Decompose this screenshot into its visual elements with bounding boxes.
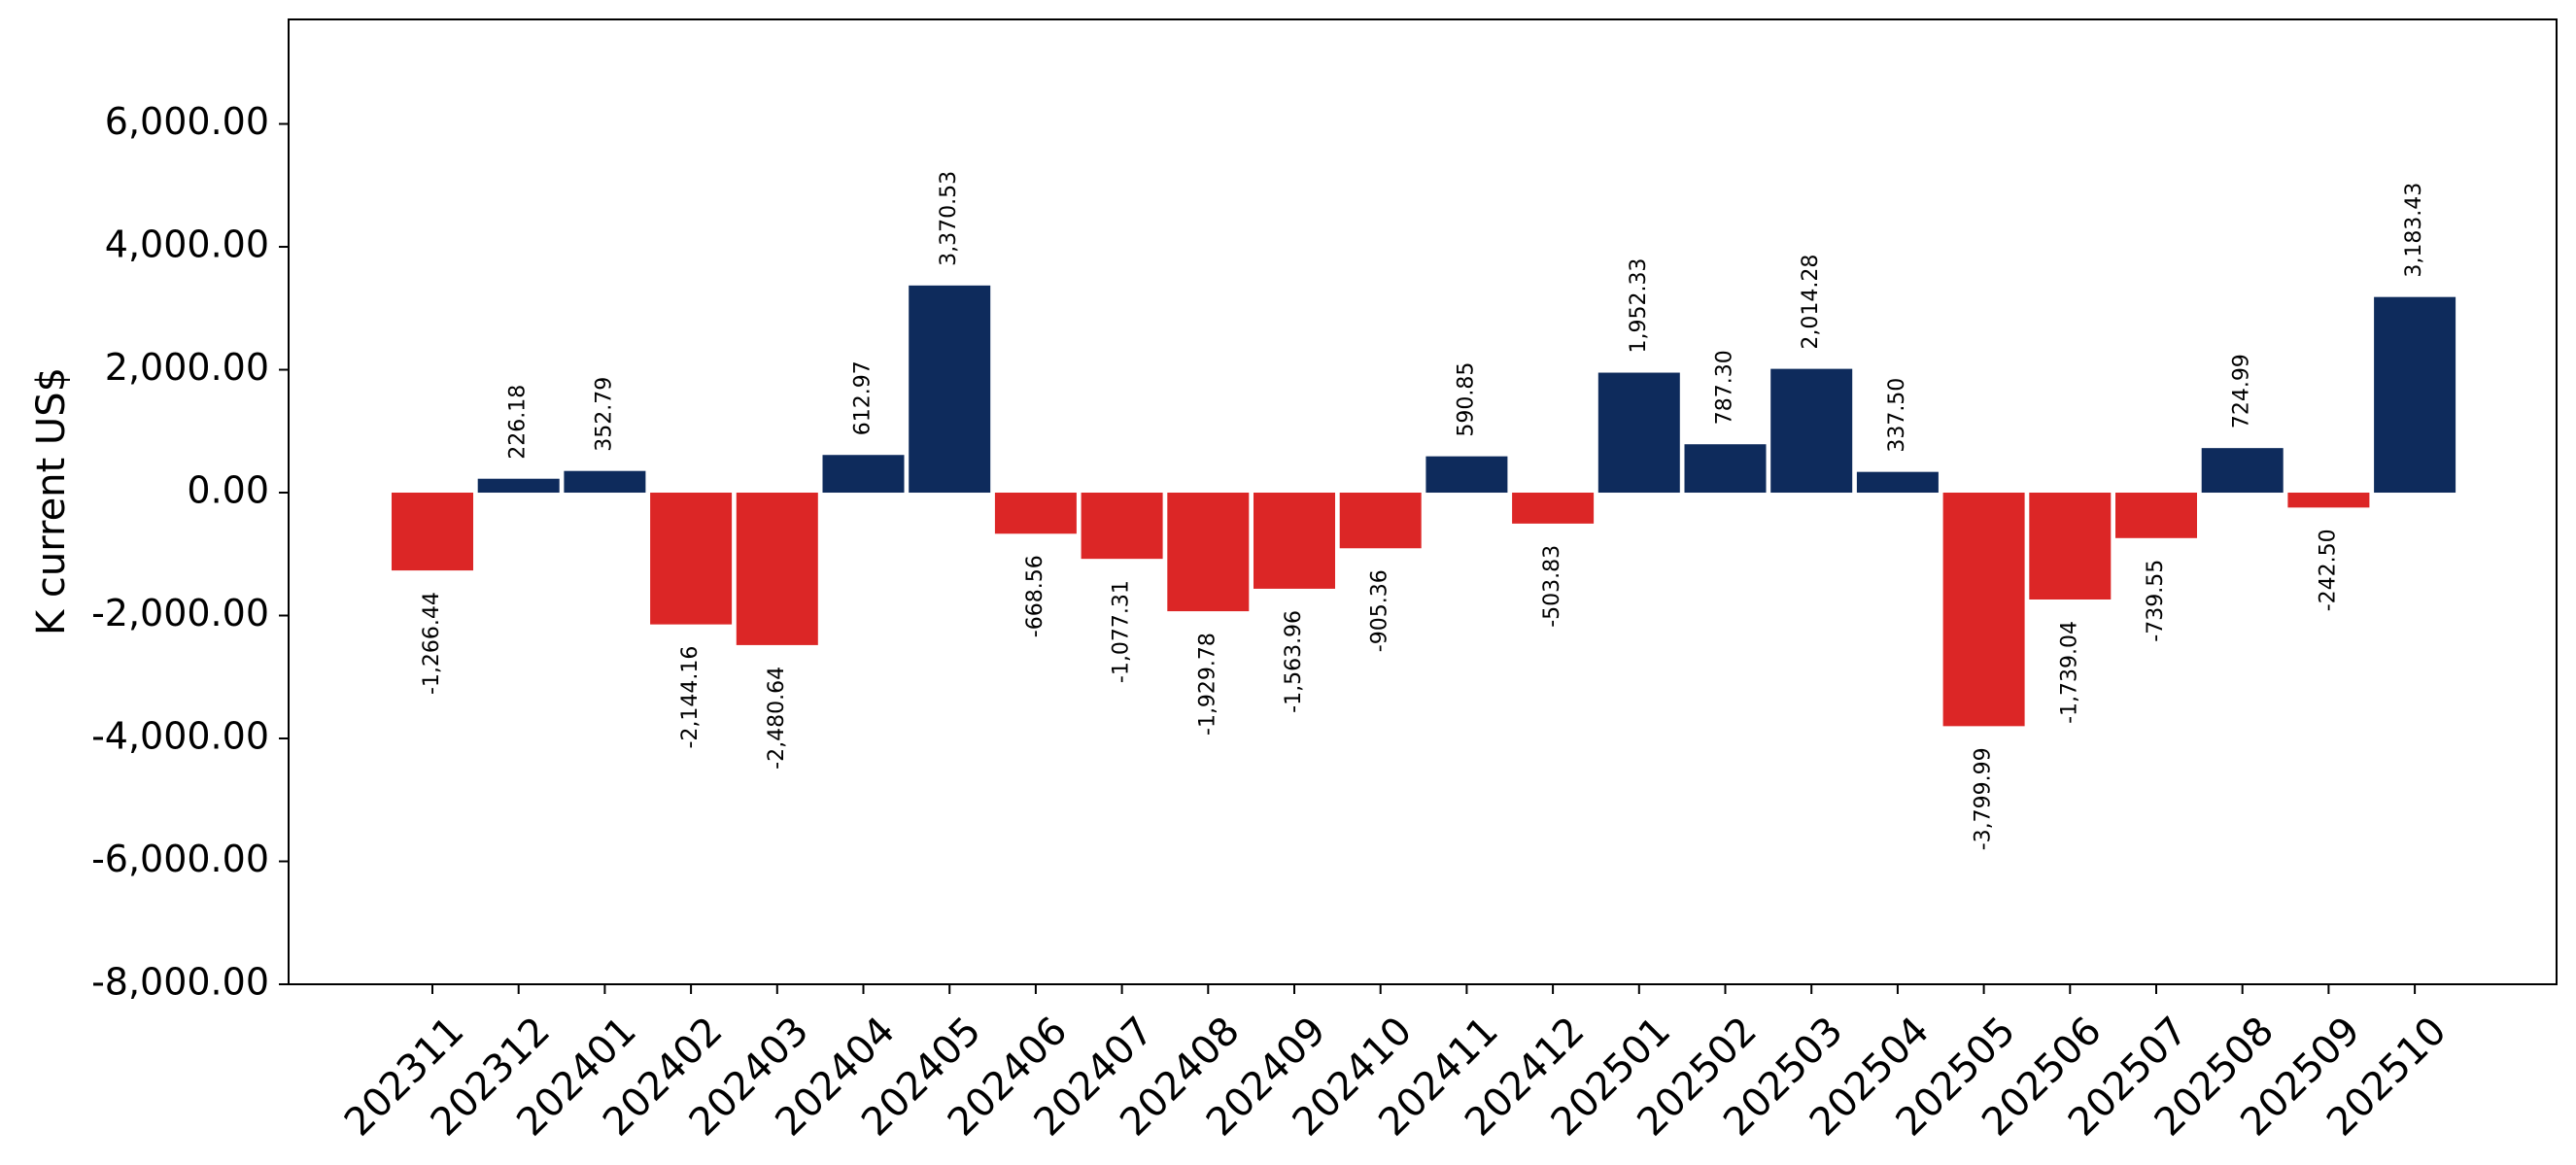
- bar-202406: [994, 493, 1077, 534]
- y-tick-label: 2,000.00: [105, 346, 269, 389]
- bar-value-label: 787.30: [1713, 350, 1737, 425]
- bar-202402: [650, 493, 733, 625]
- x-axis: 2023112023122024012024022024032024042024…: [336, 984, 2456, 1145]
- bar-202506: [2029, 493, 2112, 600]
- bar-value-label: -1,266.44: [420, 592, 444, 695]
- bar-202407: [1081, 493, 1163, 560]
- bar-202509: [2287, 493, 2370, 508]
- bar-202501: [1597, 372, 1680, 494]
- y-axis-label: K current US$: [29, 367, 74, 635]
- bar-value-label: -2,480.64: [765, 667, 789, 770]
- bars-layer: [392, 285, 2456, 727]
- bar-value-label: 337.50: [1885, 378, 1909, 453]
- y-tick-label: -6,000.00: [91, 838, 269, 880]
- bar-value-label: 1,952.33: [1627, 258, 1651, 354]
- bar-202409: [1254, 493, 1335, 589]
- bar-value-labels: -1,266.44 226.18 352.79 -2,144.16 -2,480.64 6…: [420, 171, 2426, 850]
- y-tick-label: -2,000.00: [91, 592, 269, 634]
- bar-value-label: -905.36: [1368, 569, 1392, 652]
- bar-value-label: 226.18: [506, 385, 531, 460]
- bar-value-label: -739.55: [2144, 560, 2168, 642]
- bar-value-label: -3,799.99: [1972, 747, 1996, 850]
- bar-202410: [1339, 493, 1422, 549]
- plot-area: [288, 18, 2558, 985]
- bar-202507: [2115, 493, 2197, 538]
- bar-202502: [1684, 444, 1767, 494]
- bar-value-label: 352.79: [592, 377, 616, 452]
- bar-value-label: -1,563.96: [1282, 610, 1306, 713]
- bar-value-label: -668.56: [1023, 555, 1048, 637]
- bar-value-label: 2,014.28: [1799, 255, 1823, 350]
- bar-value-label: -1,077.31: [1110, 580, 1134, 683]
- bar-value-label: 724.99: [2230, 354, 2254, 428]
- bar-202401: [564, 470, 646, 494]
- y-tick-label: 0.00: [187, 469, 269, 512]
- bar-value-label: -503.83: [1540, 545, 1564, 628]
- bar-202405: [909, 285, 991, 494]
- bar-202404: [822, 455, 905, 494]
- bar-value-label: 590.85: [1454, 362, 1478, 437]
- bar-value-label: -1,739.04: [2057, 621, 2081, 724]
- bar-202504: [1856, 471, 1939, 494]
- bar-202411: [1425, 456, 1508, 494]
- bar-value-label: 612.97: [851, 360, 876, 435]
- y-tick-label: 4,000.00: [105, 223, 269, 266]
- bar-value-label: -242.50: [2316, 529, 2340, 611]
- bar-202508: [2201, 448, 2284, 494]
- y-tick-label: 6,000.00: [105, 100, 269, 143]
- bar-value-label: 3,183.43: [2402, 183, 2426, 278]
- bar-value-label: -2,144.16: [678, 646, 703, 749]
- bar-202408: [1167, 493, 1250, 612]
- bar-202311: [392, 493, 473, 571]
- bar-202505: [1942, 493, 2025, 727]
- y-axis: -8,000.00 -6,000.00 -4,000.00 -2,000.00 0.00…: [91, 100, 289, 1004]
- bar-202403: [736, 493, 818, 645]
- bar-202412: [1512, 493, 1595, 524]
- bar-202312: [477, 478, 560, 494]
- y-tick-label: -4,000.00: [91, 715, 269, 758]
- bar-202503: [1770, 368, 1853, 494]
- bar-202510: [2374, 296, 2456, 494]
- bar-value-label: -1,929.78: [1195, 633, 1219, 736]
- bar-value-label: 3,370.53: [937, 171, 961, 266]
- y-tick-label: -8,000.00: [91, 961, 269, 1004]
